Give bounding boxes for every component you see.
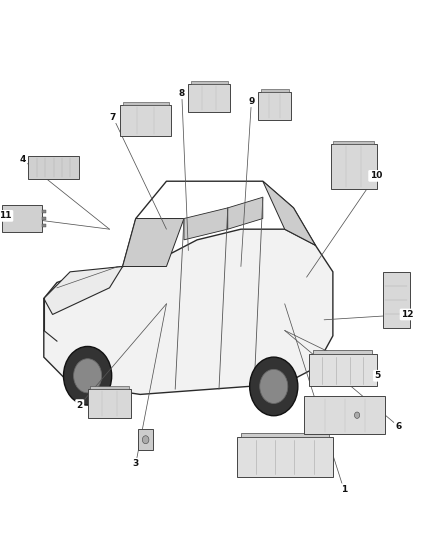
Bar <box>42 211 46 214</box>
Text: 6: 6 <box>396 422 402 431</box>
Ellipse shape <box>250 357 298 416</box>
Bar <box>191 81 228 84</box>
Bar <box>123 102 169 105</box>
Text: 1: 1 <box>341 485 347 494</box>
Ellipse shape <box>260 369 288 403</box>
Polygon shape <box>44 266 123 314</box>
Bar <box>309 354 377 386</box>
Text: 4: 4 <box>20 156 26 164</box>
Bar <box>2 205 42 232</box>
Polygon shape <box>263 181 315 245</box>
Bar <box>120 105 171 136</box>
Bar <box>42 224 46 227</box>
Polygon shape <box>123 219 184 266</box>
Polygon shape <box>228 197 263 229</box>
Bar <box>42 217 46 220</box>
Text: 2: 2 <box>77 401 83 409</box>
Text: 12: 12 <box>401 310 413 319</box>
Text: 8: 8 <box>179 89 185 98</box>
Bar <box>138 429 153 450</box>
Bar <box>261 89 289 92</box>
Bar <box>90 386 129 389</box>
Bar <box>333 141 374 144</box>
Bar <box>383 272 410 328</box>
Ellipse shape <box>64 346 112 405</box>
Bar <box>241 433 328 437</box>
Bar <box>304 396 385 434</box>
Text: 9: 9 <box>248 97 254 106</box>
Text: 7: 7 <box>110 113 116 122</box>
Text: 3: 3 <box>133 459 139 468</box>
Bar <box>88 389 131 418</box>
Bar <box>237 437 333 477</box>
Ellipse shape <box>354 412 360 418</box>
Polygon shape <box>184 208 228 240</box>
Text: 11: 11 <box>0 212 12 220</box>
Ellipse shape <box>142 436 149 443</box>
Bar <box>331 144 377 189</box>
Text: 10: 10 <box>370 172 382 180</box>
Bar <box>28 156 79 179</box>
Ellipse shape <box>74 359 102 393</box>
Bar <box>188 84 230 112</box>
Text: 5: 5 <box>374 372 381 380</box>
Bar <box>313 350 372 354</box>
Polygon shape <box>44 229 333 394</box>
Bar <box>258 92 291 120</box>
